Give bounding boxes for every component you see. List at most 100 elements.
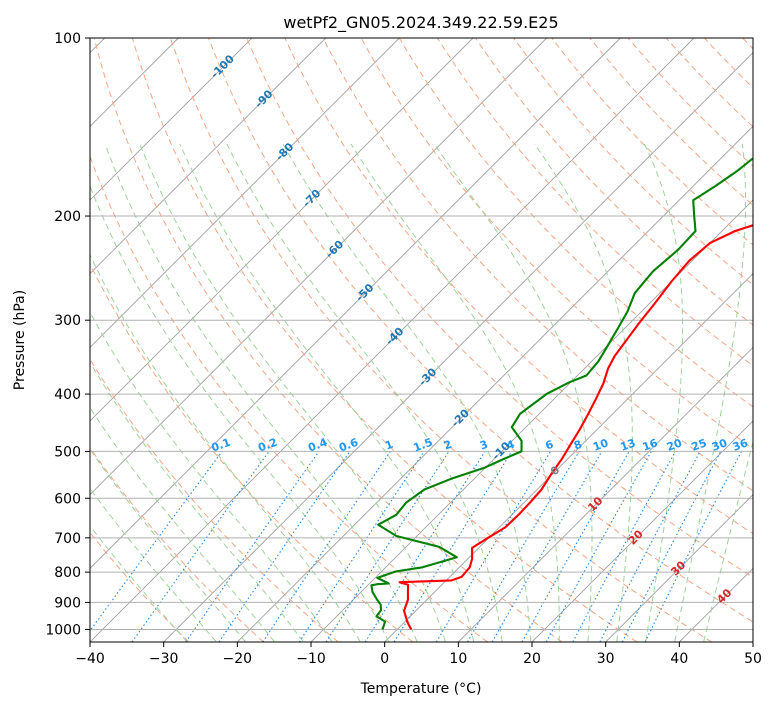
mixing-ratio-line [218,451,351,642]
mixing-ratio-label: 3 [478,438,490,453]
isotherm-line [310,199,753,642]
mixing-ratio-line [644,451,742,642]
isotherm-line [384,273,753,642]
x-tick-label: 40 [670,651,688,667]
isotherm-line [90,38,253,201]
y-tick-label: 100 [54,31,81,47]
mixing-ratio-label: 0.2 [256,436,279,455]
dry-adiabat [360,38,753,450]
isotherm-label: 30 [668,558,688,578]
isotherm-line [163,52,753,642]
isotherm-label: -100 [208,52,237,81]
isotherm-label: -80 [273,140,296,163]
x-tick-label: 30 [597,651,615,667]
temperature-profile [398,224,753,630]
dry-adiabat [93,38,563,642]
mixing-ratio-label: 8 [572,438,584,453]
mixing-ratio-label: 20 [665,436,684,454]
moist-adiabat [90,448,246,642]
dry-adiabat [208,38,753,623]
mixing-ratio-line [467,451,580,642]
mixing-ratio-label: 25 [690,436,709,453]
dry-adiabat [170,38,712,642]
isotherm-line [458,346,753,642]
x-tick-label: 50 [744,651,762,667]
moist-adiabat [282,143,532,642]
mixing-ratio-label: 0.4 [306,436,329,455]
chart-title: wetPf2_GN05.2024.349.22.59.E25 [283,13,558,33]
mixing-ratio-line [572,451,676,642]
x-axis: −40 −30 −20 −10 0 10 20 30 40 50 [75,642,762,667]
mixing-ratio-label: 30 [710,436,729,454]
isotherm-label: -40 [383,325,406,348]
dry-adiabat [246,38,753,578]
dry-adiabat [90,531,190,642]
y-tick-label: 700 [54,531,81,547]
y-tick-label: 800 [54,565,81,581]
isotherm-line [90,38,547,496]
y-tick-label: 900 [54,595,81,611]
mixing-ratio-line [90,451,223,632]
background-labels: 0.1 0.2 0.4 0.6 1 1.5 2 3 4 6 8 10 13 16 20 25 30 36-100-… [208,52,750,606]
mixing-ratio-label: 6 [544,438,556,453]
y-tick-label: 1000 [45,622,81,638]
x-tick-label: −40 [75,651,105,667]
isotherm-label: -30 [416,365,439,388]
mixing-ratio-label: 1 [383,438,395,453]
isotherm-line [90,38,400,348]
x-tick-label: 0 [380,651,389,667]
x-tick-label: 20 [523,651,541,667]
dry-adiabat [742,38,753,50]
dry-adiabat [90,446,264,642]
y-axis-label: Pressure (hPa) [12,290,28,390]
isotherm-line [90,38,326,275]
mixing-ratio-line [435,451,552,642]
mixing-ratio-line [621,451,722,642]
mixing-ratio-line [298,451,425,642]
moist-adiabat [90,487,217,642]
isotherm-label: -50 [353,281,376,304]
y-tick-label: 200 [54,209,81,225]
moist-adiabat [90,184,390,642]
moist-adiabat [703,439,753,642]
dry-adiabat [551,38,753,246]
mixing-ratio-label: 0.1 [210,436,233,455]
moist-adiabat [104,143,418,642]
mixing-ratio-line [262,451,391,642]
isotherm-label: -60 [323,238,346,261]
isotherm-label: 10 [585,494,605,514]
dry-adiabat [398,38,753,408]
mixing-ratio-label: 10 [591,436,610,454]
isotherm-line [605,494,753,642]
mixing-ratio-line [545,451,652,642]
moist-adiabat [90,524,188,642]
isotherm-line [90,38,474,422]
moist-adiabat [226,143,503,642]
y-tick-label: 600 [54,491,81,507]
y-axis: 1000 900 800 700 600 500 400 300 200 100 [45,31,90,638]
y-tick-label: 300 [54,313,81,329]
isotherm-label: -90 [252,87,275,110]
mixing-ratio-label: 16 [641,436,660,454]
dry-adiabat [90,155,488,642]
y-tick-label: 500 [54,444,81,460]
isotherm-line [237,125,753,642]
pressure-grid [90,38,753,630]
mixing-ratio-line [185,451,320,642]
dry-adiabat [627,38,753,167]
isotherm-line [752,641,753,642]
mixing-ratio-line [325,451,450,642]
mixing-ratio-line [131,451,270,642]
mixing-ratio-label: 2 [442,438,454,453]
y-tick-label: 400 [54,387,81,403]
sounding-profiles [370,156,753,630]
dry-adiabat [90,358,339,642]
dry-adiabat [90,262,414,642]
mixing-ratio-label: 4 [505,438,517,453]
isotherm-line [531,420,753,642]
moist-adiabat [350,143,560,642]
mixing-ratio-line [364,451,486,642]
dewpoint-profile [370,156,753,630]
dry-adiabat [475,38,753,326]
